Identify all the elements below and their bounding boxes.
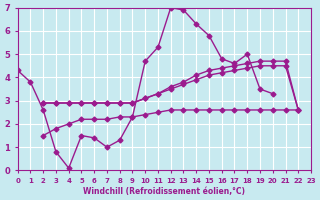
X-axis label: Windchill (Refroidissement éolien,°C): Windchill (Refroidissement éolien,°C) [83, 187, 245, 196]
